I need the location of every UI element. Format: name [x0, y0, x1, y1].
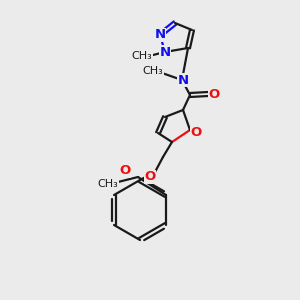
Text: O: O: [208, 88, 220, 100]
Text: N: N: [154, 28, 166, 41]
Text: N: N: [177, 74, 189, 86]
Text: N: N: [159, 46, 171, 59]
Text: O: O: [119, 164, 130, 178]
Text: CH₃: CH₃: [98, 179, 118, 189]
Text: CH₃: CH₃: [142, 66, 164, 76]
Text: O: O: [144, 170, 156, 184]
Text: O: O: [190, 125, 202, 139]
Text: CH₃: CH₃: [132, 51, 152, 61]
